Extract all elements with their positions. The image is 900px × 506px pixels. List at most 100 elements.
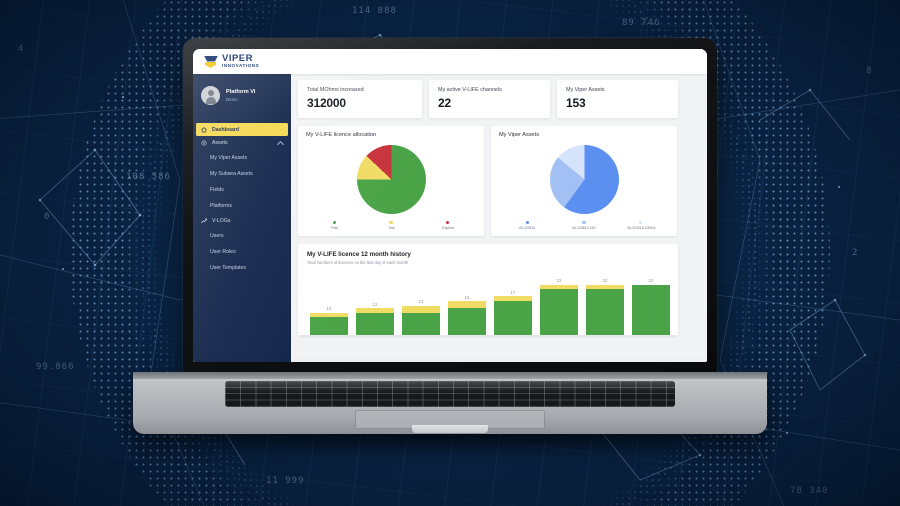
home-icon [201,126,207,133]
chevron-up-icon[interactable] [278,141,283,146]
legend-color-dot [445,220,450,224]
main-content: Total MOhms increased 312000 My active V… [291,74,707,362]
bar-segment-paid [402,312,440,336]
bar-column[interactable]: 13 [402,299,440,336]
legend-item[interactable]: Paid [306,220,363,230]
chart-card-licence-allocation[interactable]: My V-LIFE licence allocation Paid [298,126,484,236]
keyboard[interactable] [225,381,675,407]
bar-segment-paid [310,317,348,336]
pie-chart-licence-allocation[interactable] [356,145,426,215]
bar-segment-trial [448,301,486,308]
sidebar-item-my-viper-assets[interactable]: My Viper Assets [193,150,291,166]
sidebar-item-my-subsea-assets[interactable]: My Subsea Assets [193,166,291,182]
bar-segment-paid [586,289,624,336]
sidebar-item-platforms[interactable]: Platforms [193,198,291,214]
chart-card-viper-assets[interactable]: My Viper Assets VA-223619 [491,126,677,236]
bar-segment-paid [448,308,486,336]
viper-logo-icon [204,55,218,69]
sidebar-item-label: V-LOGs [212,218,231,224]
bar-value-label: 17 [510,289,516,295]
sidebar-item-label: User Templates [210,265,246,271]
bar-stack [310,312,348,336]
brand-name-primary: VIPER [222,53,254,65]
bar-column[interactable]: 17 [494,290,532,336]
bar-column[interactable]: 10 [310,306,348,336]
chart-card-licence-history[interactable]: My V-LIFE licence 12 month history Total… [298,244,678,336]
stat-card-total-mohms[interactable]: Total MOhms increased 312000 [298,80,422,118]
sidebar-item-label: My Subsea Assets [210,171,253,177]
brand-name-secondary: INNOVATIONS [222,63,260,69]
profile-name: Platform Vi [226,89,256,96]
sidebar-item-user-roles[interactable]: User Roles [193,244,291,260]
bar-column[interactable]: 15 [448,295,486,336]
stat-card-label: Total MOhms increased [307,87,364,93]
legend-color-dot [525,220,530,224]
legend-label: VA-224015-1000/A [626,226,656,230]
bar-segment-paid [540,289,578,336]
bar-stack [494,296,532,336]
sidebar-item-dashboard[interactable]: Dashboard [196,123,288,136]
dashboard-app: VIPER INNOVATIONS Platform Vi Demo [193,49,707,362]
bar-column[interactable]: 22 [586,278,624,336]
bar-chart-licence-history[interactable]: 10 12 13 15 17 22 22 22 [310,274,670,336]
stat-card-value: 153 [566,96,586,110]
bar-segment-trial [310,312,348,318]
sidebar-item-label: Dashboard [212,126,240,133]
app-header: VIPER INNOVATIONS [193,49,707,74]
bar-value-label: 22 [648,278,654,284]
sidebar-item-fields[interactable]: Fields [193,182,291,198]
bar-value-label: 22 [602,278,608,284]
brand-logo-text: VIPER INNOVATIONS [222,54,259,69]
bar-column[interactable]: 22 [632,278,670,336]
laptop-drop-shadow [120,430,780,452]
legend-item[interactable]: VA-223619-24V [556,220,613,230]
trackpad[interactable] [355,410,545,429]
brand-logo[interactable]: VIPER INNOVATIONS [204,54,259,69]
legend-label: Trial [387,226,395,230]
legend-item[interactable]: Expired [419,220,476,230]
bar-segment-trial [586,284,624,290]
sidebar-item-v-logs[interactable]: V-LOGs [193,214,291,228]
laptop-base [133,372,767,434]
laptop-hinge [133,372,767,379]
bar-segment-trial [540,284,578,290]
sidebar-item-label: Assets [212,140,228,146]
sidebar-item-label: My Viper Assets [210,155,248,161]
pie-chart-row: My V-LIFE licence allocation Paid [298,126,707,236]
bar-stack [402,305,440,336]
stat-card-row: Total MOhms increased 312000 My active V… [298,80,707,118]
legend-label: Paid [330,226,338,230]
sidebar-item-assets[interactable]: Assets [193,136,291,150]
stat-card-viper-assets[interactable]: My Viper Assets 153 [557,80,678,118]
sidebar-item-label: User Roles [210,249,236,255]
bar-column[interactable]: 22 [540,278,578,336]
laptop-screen: VIPER INNOVATIONS Platform Vi Demo [193,49,707,362]
bar-stack [540,284,578,336]
legend-item[interactable]: VA-223619 [499,220,556,230]
bar-value-label: 22 [556,278,562,284]
chart-legend: VA-223619 VA-223619-24V VA-224015-1000/A [499,220,669,231]
legend-label: VA-223619 [518,226,536,230]
legend-item[interactable]: VA-224015-1000/A [612,220,669,230]
legend-label: VA-223619-24V [571,226,597,230]
bar-segment-paid [494,301,532,336]
bar-segment-paid [356,312,394,336]
pie-chart-viper-assets[interactable] [549,145,619,215]
chart-legend: Paid Trial Expired [306,220,476,231]
bar-value-label: 12 [372,301,378,307]
bar-value-label: 10 [326,306,332,312]
stat-card-value: 22 [438,96,451,110]
chart-subtitle: Total numbers of licences on the last da… [307,259,409,265]
bar-column[interactable]: 12 [356,302,394,336]
chart-title: My Viper Assets [499,132,539,138]
stat-card-active-channels[interactable]: My active V-LIFE channels 22 [429,80,550,118]
profile-block[interactable]: Platform Vi Demo [193,82,291,105]
sidebar-item-users[interactable]: Users [193,228,291,244]
legend-color-dot [332,220,337,224]
sidebar-nav: Dashboard Assets My Viper Assets [193,123,291,276]
bar-stack [632,284,670,336]
bar-stack [448,301,486,336]
legend-item[interactable]: Trial [363,220,420,230]
sidebar-item-user-templates[interactable]: User Templates [193,260,291,276]
